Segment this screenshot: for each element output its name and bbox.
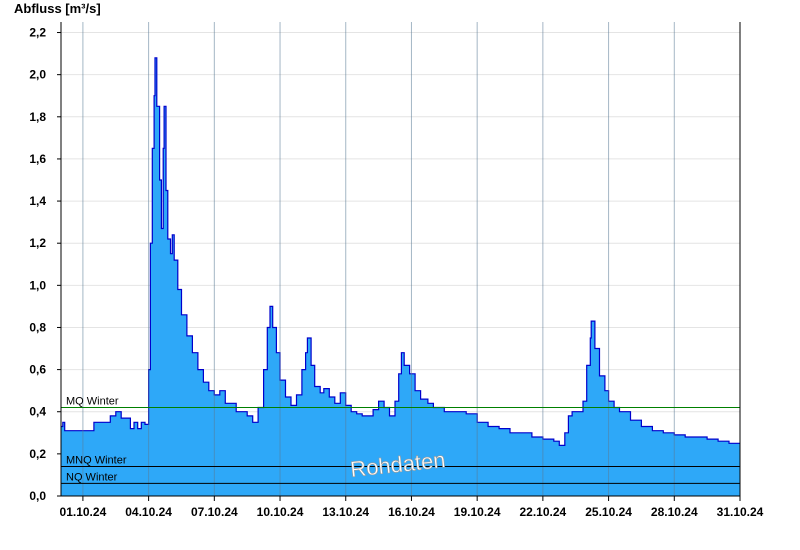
y-tick-label: 1,2: [29, 236, 46, 250]
x-tick-label: 16.10.24: [388, 505, 435, 519]
x-tick-label: 13.10.24: [322, 505, 369, 519]
x-tick-label: 10.10.24: [257, 505, 304, 519]
y-axis-title: Abfluss [m³/s]: [14, 1, 101, 16]
discharge-area: [61, 57, 740, 497]
y-tick-label: 0,0: [29, 489, 46, 503]
x-tick-label: 19.10.24: [454, 505, 501, 519]
y-tick-label: 0,4: [29, 405, 46, 419]
y-tick-label: 0,8: [29, 320, 46, 334]
x-tick-label: 07.10.24: [191, 505, 238, 519]
y-tick-label: 1,4: [29, 194, 46, 208]
y-tick-label: 1,8: [29, 110, 46, 124]
y-tick-label: 2,2: [29, 26, 46, 40]
discharge-line: [61, 57, 740, 446]
reference-line-label: MNQ Winter: [66, 455, 127, 467]
y-tick-label: 0,2: [29, 447, 46, 461]
y-tick-label: 0,6: [29, 363, 46, 377]
reference-line-label: MQ Winter: [66, 396, 119, 408]
axis-layer: 0,0 0,2 0,4 0,6 0,8 1,0 1,2 1,4 1,6 1,8 2,0 2,2 01.1…: [29, 22, 764, 519]
y-tick-label: 1,6: [29, 152, 46, 166]
y-tick-label: 1,0: [29, 278, 46, 292]
reference-line-label: NQ Winter: [66, 471, 118, 483]
x-tick-label: 31.10.24: [717, 505, 764, 519]
x-tick-label: 01.10.24: [60, 505, 107, 519]
x-tick-label: 04.10.24: [125, 505, 172, 519]
x-tick-label: 22.10.24: [520, 505, 567, 519]
area-layer: [61, 57, 740, 497]
y-tick-label: 2,0: [29, 68, 46, 82]
x-tick-label: 25.10.24: [585, 505, 632, 519]
reference-lines-layer: MQ Winter MNQ Winter NQ Winter: [61, 396, 740, 484]
x-tick-label: 28.10.24: [651, 505, 698, 519]
